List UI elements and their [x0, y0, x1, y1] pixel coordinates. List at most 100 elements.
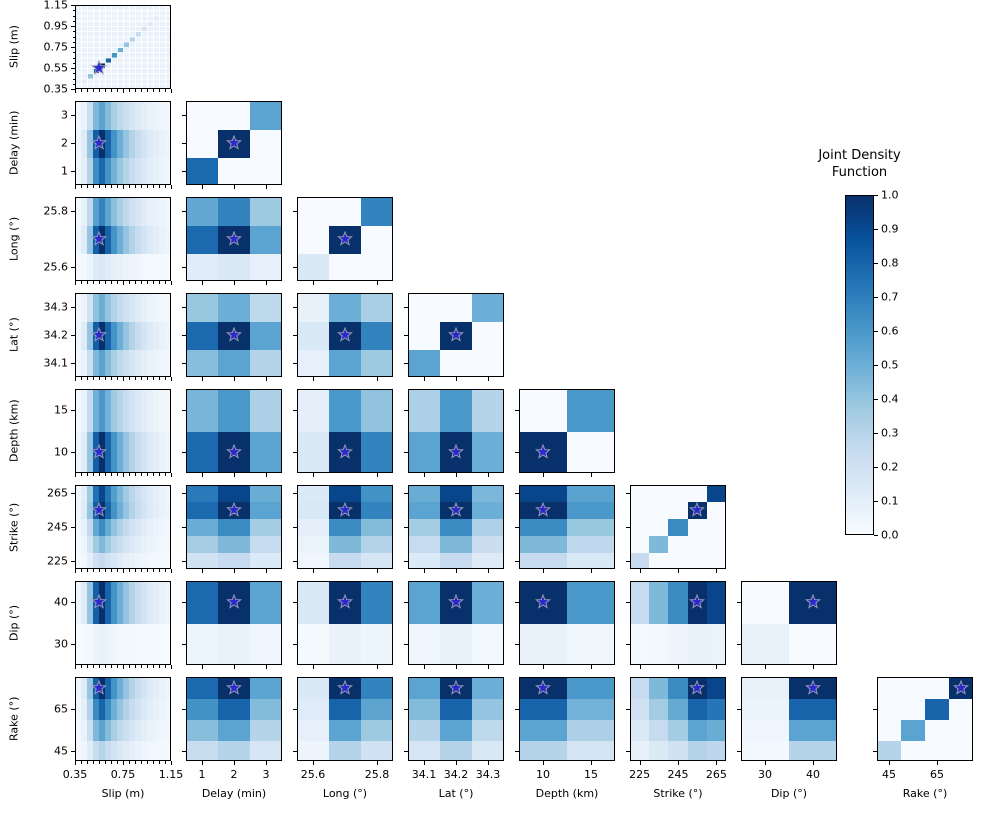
heatmap-cell: [567, 581, 615, 624]
tick-mark: [159, 89, 160, 92]
x-tick-label: 45: [882, 768, 896, 781]
x-axis-label-lat: Lat (°): [438, 787, 474, 800]
y-axis-label-rake: Rake (°): [7, 696, 21, 742]
panel-strike-vs-depth: [515, 485, 615, 573]
tick-mark: [75, 761, 76, 765]
heatmap-cell: [75, 719, 82, 741]
tick-mark: [293, 211, 297, 212]
heatmap-cell: [129, 552, 136, 569]
heatmap-cell: [111, 389, 118, 432]
heatmap-cell: [186, 677, 219, 699]
tick-mark: [87, 473, 88, 476]
heatmap-cell: [141, 501, 148, 520]
heatmap-cell: [129, 485, 136, 503]
tick-mark: [111, 761, 112, 764]
tick-mark: [93, 473, 94, 476]
heatmap-cell: [81, 389, 88, 432]
heatmap-cells: [297, 581, 393, 665]
heatmap-cell: [472, 501, 504, 520]
heatmap-cell: [250, 581, 282, 624]
heatmap-cell: [329, 552, 362, 569]
heatmap-cell: [186, 518, 219, 536]
heatmap-cell: [111, 293, 118, 322]
true-value-star-marker: [805, 679, 821, 695]
heatmap-cell: [250, 349, 282, 377]
heatmap-cell: [250, 501, 282, 520]
tick-mark: [515, 560, 519, 562]
heatmap-cell: [147, 485, 154, 503]
heatmap-cell: [361, 581, 393, 624]
tick-mark: [639, 761, 641, 765]
tick-mark: [147, 473, 148, 476]
heatmap-cell: [630, 677, 650, 699]
heatmap-cell: [687, 535, 708, 553]
heatmap-cell: [440, 623, 473, 665]
heatmap-cell: [159, 349, 166, 377]
heatmap-cell: [87, 552, 94, 569]
heatmap-cell: [81, 197, 88, 226]
heatmap-cell: [117, 129, 124, 158]
tick-mark: [71, 5, 75, 6]
heatmap-cell: [135, 698, 142, 720]
true-value-star-marker: [448, 444, 464, 459]
heatmap-cell: [159, 431, 166, 473]
tick-mark: [515, 452, 519, 453]
heatmap-cell: [472, 349, 504, 377]
heatmap-cell: [123, 740, 130, 761]
heatmap-cell: [117, 740, 124, 761]
tick-mark: [99, 569, 100, 572]
heatmap-cell: [159, 389, 166, 432]
heatmap-cell: [147, 535, 154, 553]
heatmap-cell: [93, 349, 100, 377]
heatmap-cell: [93, 197, 100, 226]
heatmap-cell: [129, 518, 136, 536]
tick-mark: [165, 89, 166, 92]
heatmap-cells: [630, 485, 726, 569]
tick-mark: [404, 307, 408, 308]
heatmap-cell: [117, 431, 124, 473]
heatmap-cell: [147, 501, 154, 520]
tick-mark: [171, 761, 172, 765]
heatmap-cell: [75, 157, 82, 185]
tick-mark: [171, 377, 172, 381]
heatmap-cell: [186, 293, 219, 322]
tick-mark: [81, 665, 82, 668]
tick-mark: [293, 363, 297, 364]
heatmap-cell: [147, 321, 154, 350]
panel-lat-vs-slip: 34.1 34.2 34.3: [44, 293, 172, 381]
colorbar-tick-label: 0.1: [881, 494, 899, 508]
heatmap-cell: [687, 518, 708, 536]
heatmap-cell: [129, 225, 136, 254]
x-tick-label: 3: [262, 768, 270, 781]
heatmap-cell: [186, 253, 219, 281]
tick-mark: [71, 26, 75, 27]
heatmap-cell: [123, 581, 130, 624]
true-value-star-marker: [337, 231, 353, 246]
heatmap-cell: [141, 740, 148, 761]
heatmap-cell: [135, 485, 142, 503]
heatmap-cell: [329, 535, 362, 553]
tick-mark: [141, 185, 142, 188]
panel-slip-vs-slip: 0.35 0.55 0.75 0.95 1.15: [44, 0, 172, 96]
colorbar-tick-mark: [874, 195, 878, 196]
heatmap-cell: [649, 623, 669, 665]
tick-mark: [147, 665, 148, 668]
heatmap-cell: [789, 740, 837, 761]
colorbar-title-line2: Function: [831, 164, 888, 180]
heatmap-cell: [649, 552, 669, 569]
heatmap-cell: [668, 535, 689, 553]
heatmap-cell: [668, 501, 689, 520]
heatmap-cell: [925, 719, 950, 741]
tick-mark: [456, 569, 457, 573]
tick-mark: [165, 281, 166, 284]
heatmap-cell: [218, 349, 251, 377]
heatmap-cell: [649, 698, 669, 720]
heatmap-cell: [147, 253, 154, 281]
tick-mark: [71, 750, 75, 752]
heatmap-cell: [105, 518, 112, 536]
heatmap-cell: [147, 518, 154, 536]
heatmap-cell: [135, 389, 142, 432]
tick-mark: [182, 602, 186, 603]
heatmap-cell: [440, 552, 473, 569]
heatmap-cell: [99, 101, 106, 130]
